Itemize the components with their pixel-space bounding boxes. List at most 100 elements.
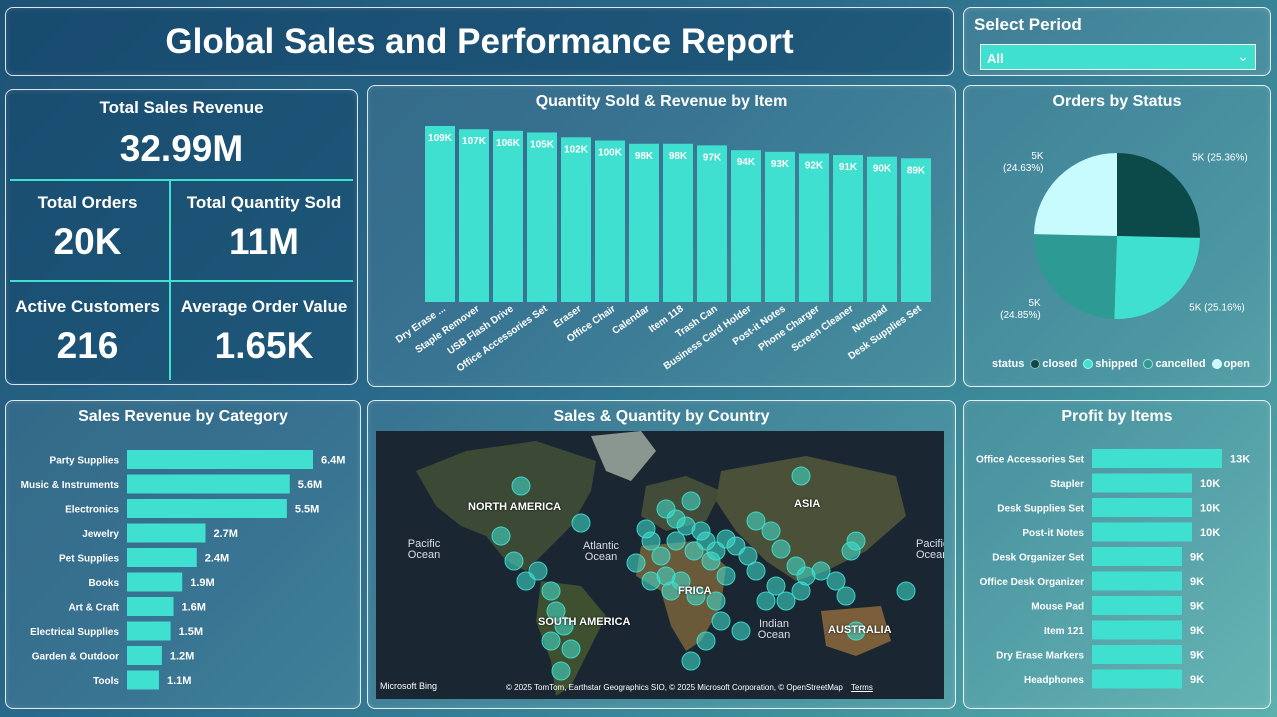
country-bubble[interactable] bbox=[546, 601, 566, 621]
country-bubble[interactable] bbox=[541, 581, 561, 601]
legend-item-cancelled[interactable]: cancelled bbox=[1143, 358, 1206, 370]
category-label: Screen Cleaner bbox=[790, 303, 856, 354]
country-bubble[interactable] bbox=[571, 513, 591, 533]
country-bubble[interactable] bbox=[836, 586, 856, 606]
bar[interactable] bbox=[1092, 620, 1182, 640]
bar[interactable] bbox=[127, 621, 171, 641]
bar[interactable] bbox=[901, 158, 931, 302]
legend-item-closed[interactable]: closed bbox=[1030, 358, 1077, 370]
bar[interactable] bbox=[799, 153, 829, 302]
country-bubble[interactable] bbox=[651, 546, 671, 566]
country-bubble[interactable] bbox=[541, 631, 561, 651]
legend-item-open[interactable]: open bbox=[1211, 358, 1250, 370]
map-label-indian: Indian Ocean bbox=[757, 618, 791, 641]
bar[interactable] bbox=[1092, 596, 1182, 615]
bar[interactable] bbox=[833, 155, 863, 302]
country-bubble[interactable] bbox=[681, 651, 701, 671]
bar[interactable] bbox=[629, 143, 659, 302]
country-bubble[interactable] bbox=[756, 591, 776, 611]
country-bubble[interactable] bbox=[846, 621, 866, 641]
period-selected-value: All bbox=[987, 51, 1004, 66]
bar[interactable] bbox=[127, 646, 162, 665]
country-bubble[interactable] bbox=[766, 576, 786, 596]
bar[interactable] bbox=[1092, 571, 1182, 591]
chart-title: Sales & Quantity by Country bbox=[553, 408, 770, 425]
category-label: Music & Instruments bbox=[21, 480, 120, 491]
country-bubble[interactable] bbox=[706, 591, 726, 611]
country-bubble[interactable] bbox=[504, 551, 524, 571]
bar[interactable] bbox=[127, 597, 174, 616]
country-bubble[interactable] bbox=[761, 521, 781, 541]
country-bubble[interactable] bbox=[746, 511, 766, 531]
data-label: 2.4M bbox=[205, 553, 229, 565]
country-bubble[interactable] bbox=[511, 476, 531, 496]
landmass-africa bbox=[636, 541, 726, 651]
country-bubble[interactable] bbox=[626, 553, 646, 573]
bar[interactable] bbox=[527, 132, 557, 302]
bar[interactable] bbox=[1092, 669, 1182, 689]
bar[interactable] bbox=[1092, 547, 1182, 566]
country-bubble[interactable] bbox=[771, 539, 791, 559]
country-bubble[interactable] bbox=[776, 591, 796, 611]
bar[interactable] bbox=[1092, 473, 1192, 493]
world-map[interactable]: NORTH AMERICA SOUTH AMERICA ASIA AUSTRAL… bbox=[376, 431, 944, 699]
category-label: Books bbox=[88, 578, 119, 589]
bar[interactable] bbox=[127, 499, 287, 518]
bar[interactable] bbox=[1092, 498, 1192, 517]
country-bubble[interactable] bbox=[716, 566, 736, 586]
bar[interactable] bbox=[561, 137, 591, 302]
country-bubble[interactable] bbox=[711, 611, 731, 631]
country-bubble[interactable] bbox=[791, 466, 811, 486]
country-bubble[interactable] bbox=[636, 519, 656, 539]
period-dropdown[interactable]: All ⌄ bbox=[980, 44, 1256, 70]
bar[interactable] bbox=[731, 150, 761, 302]
data-label: 109K bbox=[428, 133, 453, 144]
bar[interactable] bbox=[127, 523, 206, 543]
country-bubble[interactable] bbox=[554, 616, 574, 636]
country-bubble[interactable] bbox=[731, 621, 751, 641]
pie-slice-cancelled[interactable] bbox=[1034, 234, 1117, 319]
country-bubble[interactable] bbox=[738, 546, 758, 566]
bar[interactable] bbox=[1092, 449, 1222, 468]
pie-slice-closed[interactable] bbox=[1117, 153, 1200, 238]
country-bubble[interactable] bbox=[561, 639, 581, 659]
country-bubble[interactable] bbox=[746, 561, 766, 581]
pie-slice-shipped[interactable] bbox=[1114, 236, 1200, 319]
bar[interactable] bbox=[1092, 645, 1182, 664]
terms-link[interactable]: Terms bbox=[851, 683, 873, 692]
country-bubble[interactable] bbox=[811, 561, 831, 581]
country-bubble[interactable] bbox=[641, 571, 661, 591]
country-bubble[interactable] bbox=[684, 541, 704, 561]
legend-item-shipped[interactable]: shipped bbox=[1083, 358, 1137, 370]
country-bubble[interactable] bbox=[826, 571, 846, 591]
bar[interactable] bbox=[867, 156, 897, 302]
country-bubble[interactable] bbox=[686, 586, 706, 606]
bar[interactable] bbox=[127, 474, 290, 494]
country-bubble[interactable] bbox=[666, 531, 686, 551]
category-label: Mouse Pad bbox=[1031, 602, 1084, 613]
country-bubble[interactable] bbox=[491, 526, 511, 546]
bar[interactable] bbox=[765, 151, 795, 302]
country-bubble[interactable] bbox=[701, 551, 721, 571]
bar[interactable] bbox=[493, 130, 523, 302]
bar[interactable] bbox=[663, 143, 693, 302]
bar[interactable] bbox=[425, 126, 455, 302]
bar[interactable] bbox=[595, 140, 625, 302]
bar[interactable] bbox=[1092, 522, 1192, 542]
country-bubble[interactable] bbox=[846, 531, 866, 551]
country-bubble[interactable] bbox=[528, 561, 548, 581]
pie-slice-open[interactable] bbox=[1034, 153, 1117, 236]
country-bubble[interactable] bbox=[791, 581, 811, 601]
bar[interactable] bbox=[459, 129, 489, 302]
country-bubble[interactable] bbox=[696, 631, 716, 651]
bar[interactable] bbox=[127, 572, 183, 592]
bar[interactable] bbox=[127, 670, 159, 690]
country-bubble[interactable] bbox=[681, 491, 701, 511]
country-bubble[interactable] bbox=[551, 661, 571, 681]
bar[interactable] bbox=[127, 450, 313, 469]
bar[interactable] bbox=[697, 145, 727, 302]
kpi-panel: Total Sales Revenue 32.99M Total Orders … bbox=[5, 89, 358, 385]
bar[interactable] bbox=[127, 548, 197, 567]
country-bubble[interactable] bbox=[661, 581, 681, 601]
country-bubble[interactable] bbox=[896, 581, 916, 601]
